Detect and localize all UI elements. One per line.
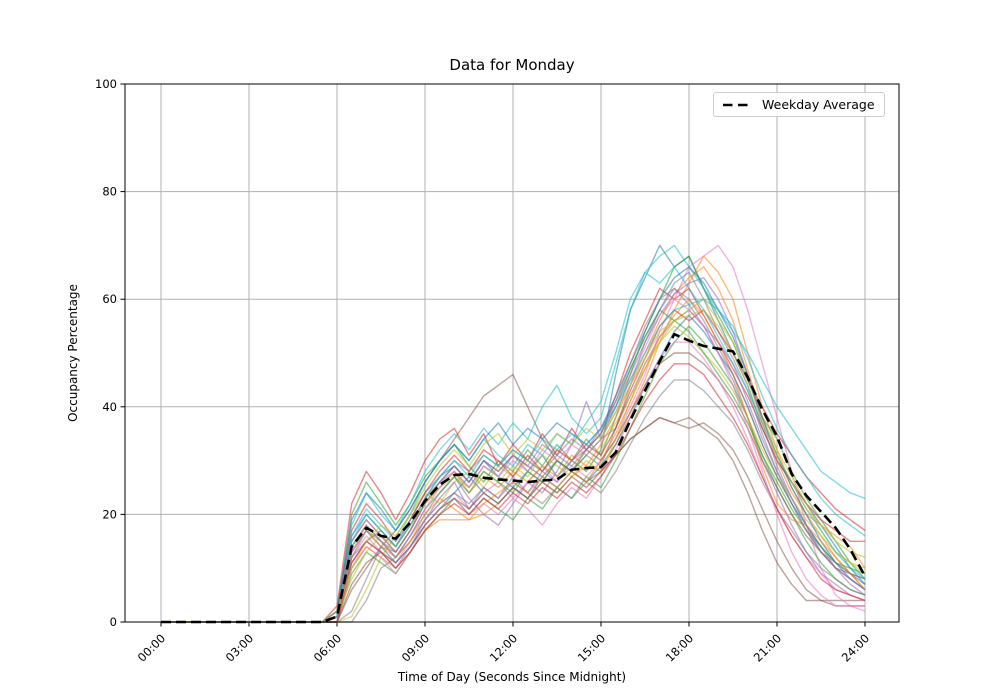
x-tick-label: 09:00 <box>399 631 432 664</box>
dashed-line-icon <box>723 103 753 106</box>
average-line <box>161 332 867 624</box>
x-tick-label: 03:00 <box>223 631 256 664</box>
x-tick-label: 00:00 <box>135 631 168 664</box>
x-tick-label: 24:00 <box>839 631 872 664</box>
x-tick-label: 15:00 <box>575 631 608 664</box>
y-axis-label: Occupancy Percentage <box>66 284 80 422</box>
chart-title: Data for Monday <box>449 56 575 74</box>
legend-label: Weekday Average <box>762 97 875 112</box>
legend: Weekday Average <box>713 92 885 117</box>
y-tick-label: 0 <box>110 615 117 629</box>
y-tick-label: 20 <box>102 507 117 521</box>
plot-spines <box>124 83 900 623</box>
x-tick-label: 21:00 <box>751 631 784 664</box>
x-tick-label: 18:00 <box>663 631 696 664</box>
x-tick-label: 06:00 <box>311 631 344 664</box>
y-tick-label: 40 <box>102 400 117 414</box>
y-tick-label: 100 <box>95 77 117 91</box>
x-axis-label: Time of Day (Seconds Since Midnight) <box>397 670 627 684</box>
x-tick-label: 12:00 <box>487 631 520 664</box>
y-tick-label: 80 <box>102 185 117 199</box>
y-tick-label: 60 <box>102 292 117 306</box>
